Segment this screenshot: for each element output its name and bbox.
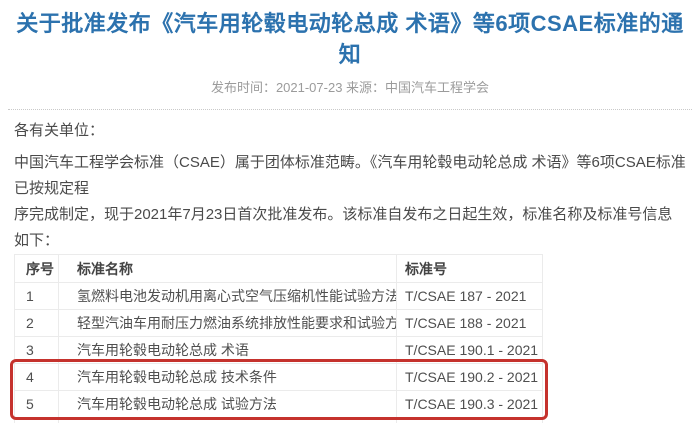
table-row: 1 氢燃料电池发动机用离心式空气压缩机性能试验方法 T/CSAE 187 - 2… [14, 282, 543, 310]
table-row: 5 汽车用轮毂电动轮总成 试验方法 T/CSAE 190.3 - 2021 [14, 390, 543, 418]
table-header-row: 序号 标准名称 标准号 [14, 254, 543, 283]
row-name: 汽车用轮毂电动轮总成 可靠性试验方法 [58, 417, 397, 423]
row-code: T/CSAE 190.4 - 2021 [396, 417, 543, 423]
row-no: 6 [14, 417, 59, 423]
publish-meta: 发布时间：2021-07-23 来源：中国汽车工程学会 [210, 80, 490, 95]
standards-table: 序号 标准名称 标准号 1 氢燃料电池发动机用离心式空气压缩机性能试验方法 T/… [14, 254, 543, 423]
row-no: 3 [14, 336, 59, 364]
row-code: T/CSAE 190.1 - 2021 [396, 336, 543, 364]
row-name: 汽车用轮毂电动轮总成 技术条件 [58, 363, 397, 391]
table-row: 3 汽车用轮毂电动轮总成 术语 T/CSAE 190.1 - 2021 [14, 336, 543, 364]
row-name: 氢燃料电池发动机用离心式空气压缩机性能试验方法 [58, 282, 397, 310]
salutation-line: 各有关单位： [14, 122, 105, 139]
row-code: T/CSAE 188 - 2021 [396, 309, 543, 337]
column-header-code: 标准号 [396, 254, 543, 283]
table-row: 2 轻型汽油车用耐压力燃油系统排放性能要求和试验方法 T/CSAE 188 - … [14, 309, 543, 337]
row-name: 汽车用轮毂电动轮总成 术语 [58, 336, 397, 364]
standards-table-body: 1 氢燃料电池发动机用离心式空气压缩机性能试验方法 T/CSAE 187 - 2… [14, 282, 543, 423]
page-title: 关于批准发布《汽车用轮毂电动轮总成 术语》等6项CSAE标准的通 知 [16, 11, 684, 67]
row-name: 轻型汽油车用耐压力燃油系统排放性能要求和试验方法 [58, 309, 397, 337]
table-row: 4 汽车用轮毂电动轮总成 技术条件 T/CSAE 190.2 - 2021 [14, 363, 543, 391]
row-no: 5 [14, 390, 59, 418]
column-header-no: 序号 [14, 254, 59, 283]
dotted-divider [8, 109, 692, 110]
table-row: 6 汽车用轮毂电动轮总成 可靠性试验方法 T/CSAE 190.4 - 2021 [14, 417, 543, 423]
row-no: 2 [14, 309, 59, 337]
row-name: 汽车用轮毂电动轮总成 试验方法 [58, 390, 397, 418]
row-no: 1 [14, 282, 59, 310]
row-code: T/CSAE 190.3 - 2021 [396, 390, 543, 418]
standards-table-wrap: 序号 标准名称 标准号 1 氢燃料电池发动机用离心式空气压缩机性能试验方法 T/… [10, 254, 548, 423]
body-paragraph: 中国汽车工程学会标准（CSAE）属于团体标准范畴。《汽车用轮毂电动轮总成 术语》… [14, 154, 686, 249]
row-code: T/CSAE 187 - 2021 [396, 282, 543, 310]
row-no: 4 [14, 363, 59, 391]
row-code: T/CSAE 190.2 - 2021 [396, 363, 543, 391]
column-header-name: 标准名称 [58, 254, 397, 283]
